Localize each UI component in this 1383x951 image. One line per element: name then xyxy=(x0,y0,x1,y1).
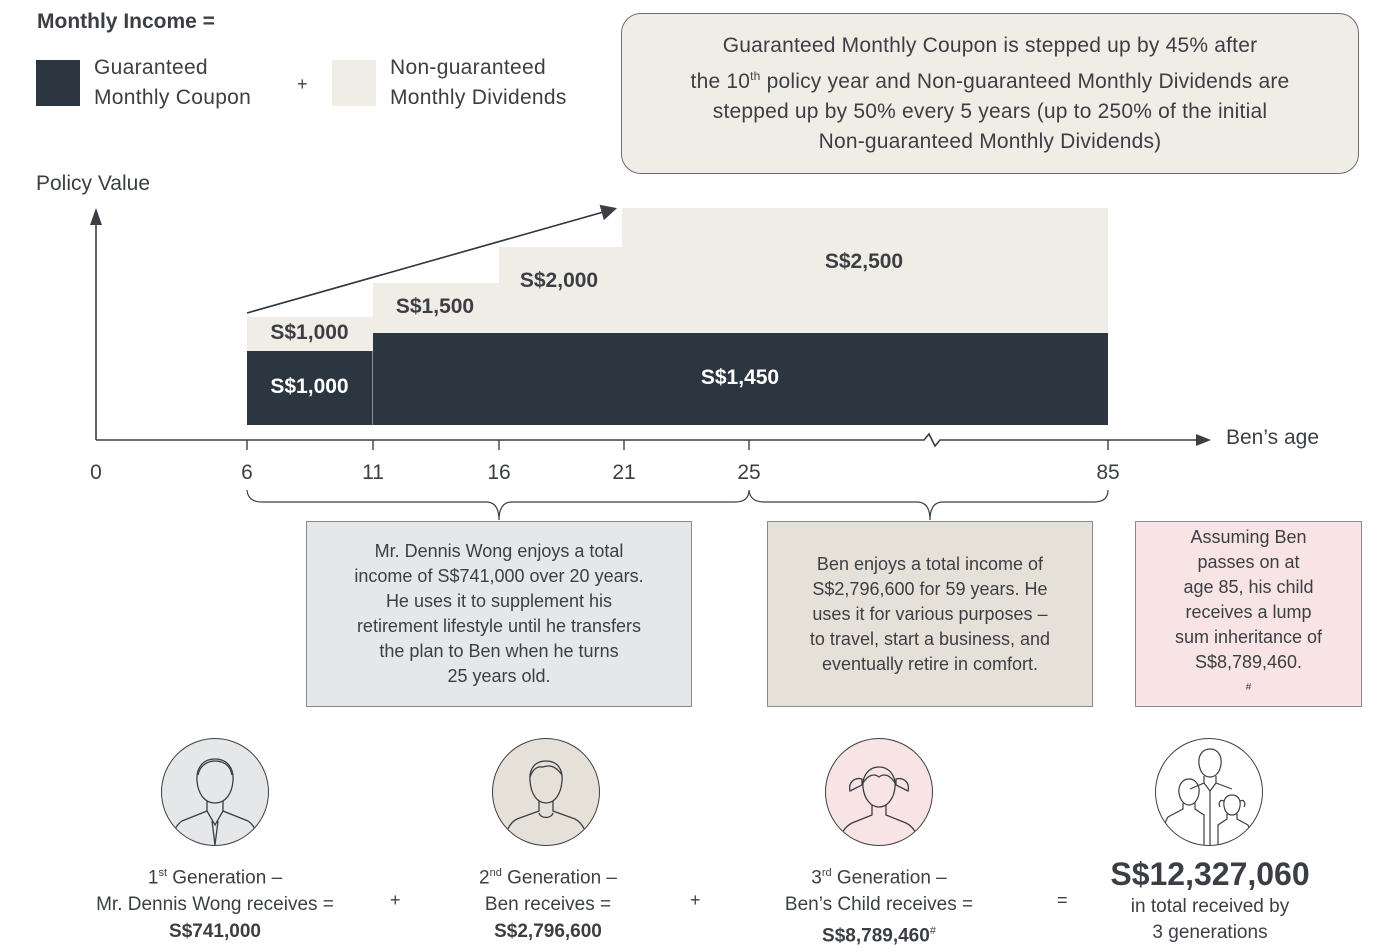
note-line1: Guaranteed Monthly Coupon is stepped up … xyxy=(722,33,1258,57)
nonguaranteed-legend-line1: Non-guaranteed xyxy=(390,56,546,79)
guaranteed-legend-line2: Monthly Coupon xyxy=(94,86,252,109)
plus-operator-2: + xyxy=(690,890,701,910)
dennis-box-line: retirement lifestyle until he transfers xyxy=(356,616,642,636)
nonguaranteed-legend-line2: Monthly Dividends xyxy=(390,86,567,109)
ben-box-line: uses it for various purposes – xyxy=(812,603,1048,624)
nonguaranteed-legend-label: Non-guaranteed Monthly Dividends xyxy=(390,53,567,113)
plus-operator-1: + xyxy=(390,890,401,910)
dennis-box-line: the plan to Ben when he turns xyxy=(379,641,619,661)
child-box-line: passes on at xyxy=(1197,551,1300,572)
child-box-line: sum inheritance of xyxy=(1174,626,1323,647)
father-avatar-icon xyxy=(161,738,269,846)
guaranteed-label-6-11: S$1,000 xyxy=(270,375,349,398)
x-axis xyxy=(96,432,1196,448)
note-line3: stepped up by 50% every 5 years (up to 2… xyxy=(712,99,1268,123)
grand-total-line2: 3 generations xyxy=(1152,922,1268,943)
child-avatar-icon xyxy=(825,738,933,846)
guaranteed-legend-label: Guaranteed Monthly Coupon xyxy=(94,53,251,113)
generation-2-caption: 2nd Generation – Ben receives = S$2,796,… xyxy=(428,860,668,945)
generation-2-amount: S$2,796,600 xyxy=(494,921,602,943)
dividend-bar-16-21 xyxy=(499,247,622,333)
generation-1-title: 1st Generation – xyxy=(147,867,283,889)
guaranteed-label-11-85: S$1,450 xyxy=(700,366,780,389)
ben-avatar-icon xyxy=(492,738,600,846)
dividend-label-16-21: S$2,000 xyxy=(519,269,599,292)
generation-1-line2: Mr. Dennis Wong receives = xyxy=(96,894,334,916)
generation-3-line2: Ben’s Child receives = xyxy=(784,894,974,916)
guaranteed-swatch xyxy=(36,60,80,106)
tick-label-25: 25 xyxy=(737,461,761,484)
child-box-line: Assuming Ben xyxy=(1190,526,1307,547)
ben-box-line: to travel, start a business, and xyxy=(809,628,1051,649)
tick-label-21: 21 xyxy=(612,461,636,484)
legend-title: Monthly Income = xyxy=(37,10,215,33)
generation-1-caption: 1st Generation – Mr. Dennis Wong receive… xyxy=(60,860,370,945)
brace-ben xyxy=(748,489,1109,520)
nonguaranteed-swatch xyxy=(332,60,376,106)
generation-3-title: 3rd Generation – xyxy=(811,867,947,889)
guaranteed-legend-line1: Guaranteed xyxy=(94,56,208,79)
generation-2-title: 2nd Generation – xyxy=(479,867,617,889)
dennis-box-line: income of S$741,000 over 20 years. xyxy=(354,566,644,586)
stepup-note: Guaranteed Monthly Coupon is stepped up … xyxy=(621,13,1359,174)
y-axis-label: Policy Value xyxy=(36,172,151,195)
child-box-line: S$8,789,460. # xyxy=(1194,651,1303,693)
dennis-income-box: Mr. Dennis Wong enjoys a total income of… xyxy=(306,521,692,707)
growth-arrow xyxy=(246,204,618,314)
equals-operator: = xyxy=(1057,890,1068,910)
dividend-bar-6-11 xyxy=(247,317,373,351)
grand-total-amount: S$12,327,060 xyxy=(1110,856,1310,892)
grand-total-line1: in total received by xyxy=(1130,896,1290,917)
generation-3-amount: S$8,789,460# xyxy=(822,925,936,947)
generation-2-line2: Ben receives = xyxy=(484,894,612,916)
tick-label-85: 85 xyxy=(1096,461,1120,484)
dividend-bar-21-85 xyxy=(622,208,1108,333)
tick-label-16: 16 xyxy=(487,461,511,484)
family-avatar-icon xyxy=(1155,738,1263,846)
dividend-label-21-85: S$2,500 xyxy=(824,250,904,273)
child-box-line: receives a lump xyxy=(1185,601,1312,622)
dividend-label-11-16: S$1,500 xyxy=(395,295,475,318)
tick-label-11: 11 xyxy=(362,461,384,484)
grand-total-caption: in total received by 3 generations xyxy=(1090,894,1330,946)
child-box-line: age 85, his child xyxy=(1183,576,1314,597)
guaranteed-bar-11-85 xyxy=(373,333,1108,425)
tick-label-0: 0 xyxy=(90,461,102,484)
dividend-label-6-11: S$1,000 xyxy=(270,321,349,344)
dennis-box-line: He uses it to supplement his xyxy=(385,591,613,611)
ben-income-box: Ben enjoys a total income of S$2,796,600… xyxy=(767,521,1093,707)
dennis-box-line: 25 years old. xyxy=(447,666,551,686)
x-axis-label: Ben’s age xyxy=(1226,426,1320,449)
dividend-bar-11-16 xyxy=(373,283,499,333)
note-line4: Non-guaranteed Monthly Dividends) xyxy=(818,129,1162,153)
tick-label-6: 6 xyxy=(241,461,253,484)
child-inheritance-box: Assuming Ben passes on at age 85, his ch… xyxy=(1135,521,1362,707)
ben-box-line: Ben enjoys a total income of xyxy=(816,553,1044,574)
ben-box-line: eventually retire in comfort. xyxy=(821,653,1039,674)
guaranteed-bar-6-11 xyxy=(247,351,372,425)
legend-plus: + xyxy=(297,74,308,94)
policy-chart xyxy=(90,204,1211,520)
generation-3-caption: 3rd Generation – Ben’s Child receives = … xyxy=(748,860,1010,950)
ben-box-line: S$2,796,600 for 59 years. He xyxy=(812,578,1048,599)
generation-1-amount: S$741,000 xyxy=(169,921,261,943)
brace-dennis xyxy=(246,489,750,520)
note-line2: the 10th policy year and Non-guaranteed … xyxy=(690,68,1290,93)
dennis-box-line: Mr. Dennis Wong enjoys a total xyxy=(374,541,624,561)
